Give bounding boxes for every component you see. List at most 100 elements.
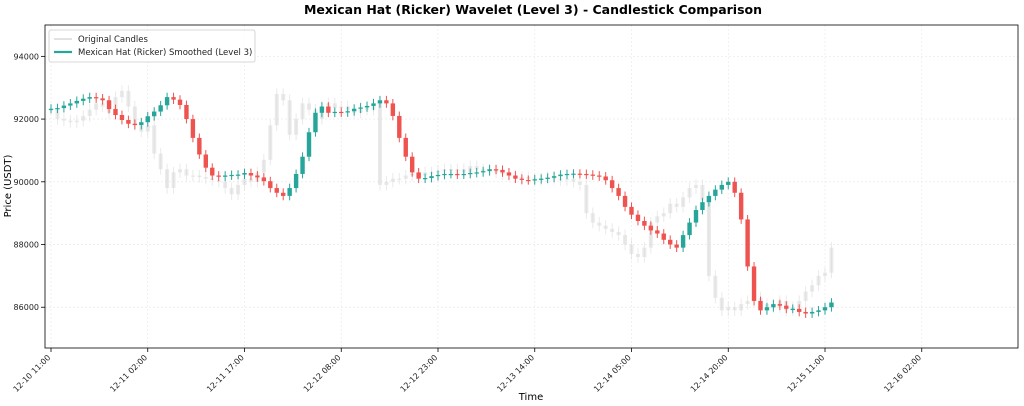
smoothed-candle-body xyxy=(210,167,215,176)
original-candle-body xyxy=(732,307,737,311)
original-candle-body xyxy=(397,178,402,180)
smoothed-candle-body xyxy=(480,171,486,173)
original-candle-body xyxy=(145,125,150,132)
original-candle-body xyxy=(390,178,395,182)
smoothed-candle-body xyxy=(364,105,370,108)
y-tick-label: 92000 xyxy=(14,115,39,124)
smoothed-candle-body xyxy=(719,184,724,190)
original-candle-body xyxy=(565,178,569,181)
smoothed-candle-body xyxy=(771,304,776,308)
original-candle-body xyxy=(603,225,608,229)
x-axis-label: Time xyxy=(518,392,543,403)
original-candle-body xyxy=(261,159,266,173)
original-candle-body xyxy=(74,120,79,123)
original-candle-body xyxy=(203,177,208,179)
original-candle-body xyxy=(61,119,66,121)
original-candle-body xyxy=(745,300,750,305)
original-candle-body xyxy=(719,297,724,311)
smoothed-candle-body xyxy=(435,174,441,177)
smoothed-candle-body xyxy=(113,109,118,116)
smoothed-candle-body xyxy=(629,206,634,215)
original-candle-body xyxy=(339,106,344,109)
smoothed-candle-body xyxy=(532,179,537,181)
smoothed-candle-body xyxy=(293,173,299,189)
smoothed-candle-body xyxy=(603,176,608,181)
original-candle-body xyxy=(681,197,686,207)
original-candle-body xyxy=(590,213,595,223)
smoothed-candle-body xyxy=(745,219,750,267)
smoothed-candle-body xyxy=(597,175,602,177)
original-candle-body xyxy=(119,90,124,98)
smoothed-candle-body xyxy=(822,307,828,311)
smoothed-candle-body xyxy=(693,210,699,223)
original-candle-body xyxy=(629,244,634,254)
y-tick-label: 90000 xyxy=(14,178,39,187)
smoothed-candle-body xyxy=(197,137,202,155)
original-candle-body xyxy=(94,103,99,110)
x-tick-label: 12-13 14:00 xyxy=(495,353,536,394)
original-candle-body xyxy=(81,115,86,121)
original-candle-body xyxy=(307,103,311,110)
original-candle-body xyxy=(87,109,92,116)
smoothed-candle-body xyxy=(803,311,808,314)
original-candle-body xyxy=(616,231,621,236)
smoothed-candle-body xyxy=(184,104,189,120)
smoothed-candle-body xyxy=(55,108,60,110)
smoothed-candle-body xyxy=(158,105,163,112)
original-candle-body xyxy=(223,181,228,189)
original-candle-body xyxy=(184,169,189,176)
smoothed-candle-body xyxy=(700,202,705,211)
smoothed-candle-body xyxy=(300,156,305,174)
original-candle-body xyxy=(706,200,711,276)
smoothed-candle-body xyxy=(313,112,318,133)
smoothed-candle-body xyxy=(539,178,544,180)
smoothed-candle-body xyxy=(268,181,273,189)
smoothed-candle-body xyxy=(390,103,396,116)
smoothed-candle-body xyxy=(287,188,292,196)
smoothed-candle-body xyxy=(706,195,712,203)
smoothed-candle-body xyxy=(680,235,686,248)
smoothed-candle-body xyxy=(829,302,834,308)
smoothed-candle-body xyxy=(416,172,421,179)
original-candle-body xyxy=(797,300,802,308)
original-candle-body xyxy=(661,213,666,217)
original-candle-body xyxy=(300,103,305,120)
smoothed-candle-body xyxy=(474,172,479,174)
original-candle-body xyxy=(739,304,744,311)
smoothed-candle-body xyxy=(513,175,518,179)
smoothed-candle-body xyxy=(100,98,105,101)
x-tick-label: 12-16 02:00 xyxy=(882,353,923,394)
smoothed-candle-body xyxy=(281,192,286,196)
smoothed-candle-body xyxy=(751,266,757,301)
smoothed-candle-body xyxy=(526,179,531,182)
original-candle-body xyxy=(68,120,73,123)
smoothed-candle-body xyxy=(410,156,415,173)
smoothed-candle-body xyxy=(455,173,460,176)
smoothed-candle-body xyxy=(468,173,473,175)
original-candle-body xyxy=(726,307,731,311)
original-candle-body xyxy=(648,222,653,248)
smoothed-candle-body xyxy=(81,98,86,101)
y-tick-label: 88000 xyxy=(14,241,39,250)
y-tick-label: 86000 xyxy=(14,303,39,312)
smoothed-candle-body xyxy=(648,225,654,231)
y-axis: 86000 88000 90000 92000 94000 xyxy=(14,52,45,312)
smoothed-candle-body xyxy=(216,175,221,177)
smoothed-candle-body xyxy=(577,173,583,175)
original-candle-body xyxy=(55,109,60,120)
original-candle-body xyxy=(171,172,176,189)
chart-title: Mexican Hat (Ricker) Wavelet (Level 3) -… xyxy=(304,2,762,17)
smoothed-candle-body xyxy=(784,305,789,309)
smoothed-candle-body xyxy=(358,107,363,109)
smoothed-candle-body xyxy=(816,310,821,312)
original-candle-body xyxy=(242,178,247,185)
smoothed-candle-body xyxy=(126,120,131,124)
smoothed-candle-body xyxy=(442,173,447,176)
original-candle-body xyxy=(178,169,182,173)
smoothed-candle-body xyxy=(93,97,99,99)
plot-frame xyxy=(44,24,1019,349)
smoothed-candle-body xyxy=(758,300,763,311)
smoothed-candle-body xyxy=(261,177,267,182)
original-candle-body xyxy=(474,166,479,170)
y-axis-label: Price (USDT) xyxy=(3,154,14,217)
